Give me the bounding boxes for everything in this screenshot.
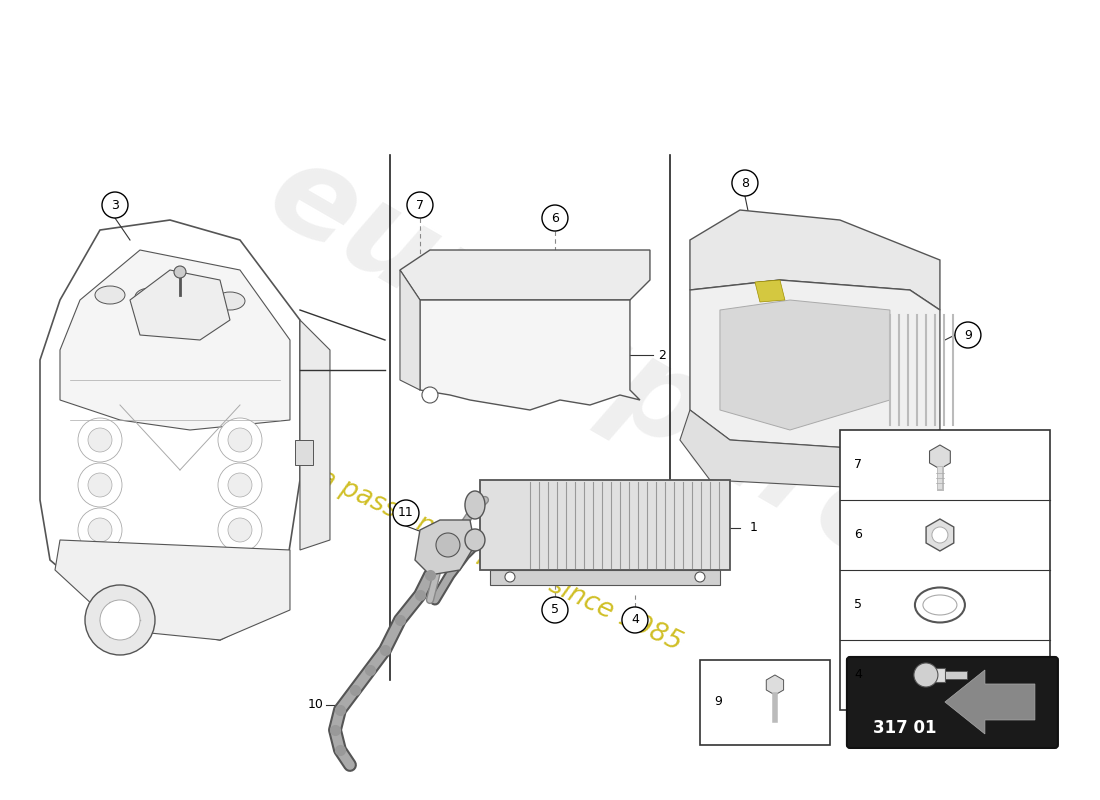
Circle shape: [228, 428, 252, 452]
Ellipse shape: [923, 595, 957, 615]
Text: 6: 6: [551, 211, 559, 225]
Circle shape: [218, 508, 262, 552]
Ellipse shape: [214, 292, 245, 310]
Polygon shape: [680, 410, 950, 490]
Circle shape: [914, 663, 938, 687]
Text: 4: 4: [631, 614, 639, 626]
Text: 7: 7: [416, 198, 424, 211]
Circle shape: [932, 527, 948, 543]
Polygon shape: [945, 670, 1035, 734]
Ellipse shape: [465, 529, 485, 551]
Circle shape: [621, 607, 648, 633]
Circle shape: [88, 473, 112, 497]
Polygon shape: [60, 250, 290, 430]
Bar: [295, 440, 313, 465]
Polygon shape: [690, 280, 939, 450]
Circle shape: [88, 428, 112, 452]
Circle shape: [542, 205, 568, 231]
Circle shape: [228, 473, 252, 497]
Text: 317 01: 317 01: [873, 719, 937, 737]
Text: 6: 6: [854, 529, 862, 542]
Ellipse shape: [95, 286, 125, 304]
Text: 11: 11: [398, 506, 414, 519]
Bar: [490, 570, 719, 585]
Circle shape: [695, 572, 705, 582]
Text: 2: 2: [658, 349, 666, 362]
Circle shape: [88, 518, 112, 542]
FancyBboxPatch shape: [847, 657, 1058, 748]
Bar: [945, 671, 967, 679]
Bar: [700, 660, 829, 745]
Polygon shape: [415, 520, 475, 575]
Text: 1: 1: [750, 522, 758, 534]
Circle shape: [422, 387, 438, 403]
Polygon shape: [55, 540, 290, 640]
Polygon shape: [300, 320, 330, 550]
Text: 5: 5: [854, 598, 862, 611]
Ellipse shape: [135, 288, 165, 306]
Polygon shape: [400, 250, 650, 300]
Circle shape: [218, 418, 262, 462]
Bar: [480, 480, 730, 570]
Circle shape: [85, 585, 155, 655]
Text: 9: 9: [714, 695, 722, 709]
Circle shape: [407, 192, 433, 218]
Circle shape: [78, 463, 122, 507]
Circle shape: [732, 170, 758, 196]
Text: 5: 5: [551, 603, 559, 617]
Text: 3: 3: [111, 198, 119, 211]
Circle shape: [102, 192, 128, 218]
Circle shape: [393, 500, 419, 526]
Text: 10: 10: [308, 698, 324, 711]
Circle shape: [542, 597, 568, 623]
Circle shape: [436, 533, 460, 557]
Text: 7: 7: [854, 458, 862, 471]
Polygon shape: [690, 210, 939, 310]
Bar: [920, 668, 945, 682]
Circle shape: [174, 266, 186, 278]
Text: a passion for parts since 1985: a passion for parts since 1985: [314, 464, 686, 656]
Ellipse shape: [465, 491, 485, 519]
Circle shape: [78, 418, 122, 462]
Polygon shape: [719, 300, 890, 430]
Polygon shape: [40, 220, 300, 640]
Bar: [840, 430, 1049, 710]
Text: 4: 4: [854, 669, 862, 682]
Circle shape: [505, 572, 515, 582]
Ellipse shape: [175, 290, 205, 308]
Circle shape: [955, 322, 981, 348]
Circle shape: [218, 463, 262, 507]
Polygon shape: [400, 270, 420, 390]
Circle shape: [228, 518, 252, 542]
Circle shape: [100, 600, 140, 640]
Polygon shape: [755, 280, 785, 302]
Polygon shape: [420, 300, 640, 410]
Circle shape: [78, 508, 122, 552]
Text: eurospares: eurospares: [248, 130, 992, 630]
Polygon shape: [130, 270, 230, 340]
Text: 9: 9: [964, 329, 972, 342]
Ellipse shape: [915, 587, 965, 622]
Text: 8: 8: [741, 177, 749, 190]
